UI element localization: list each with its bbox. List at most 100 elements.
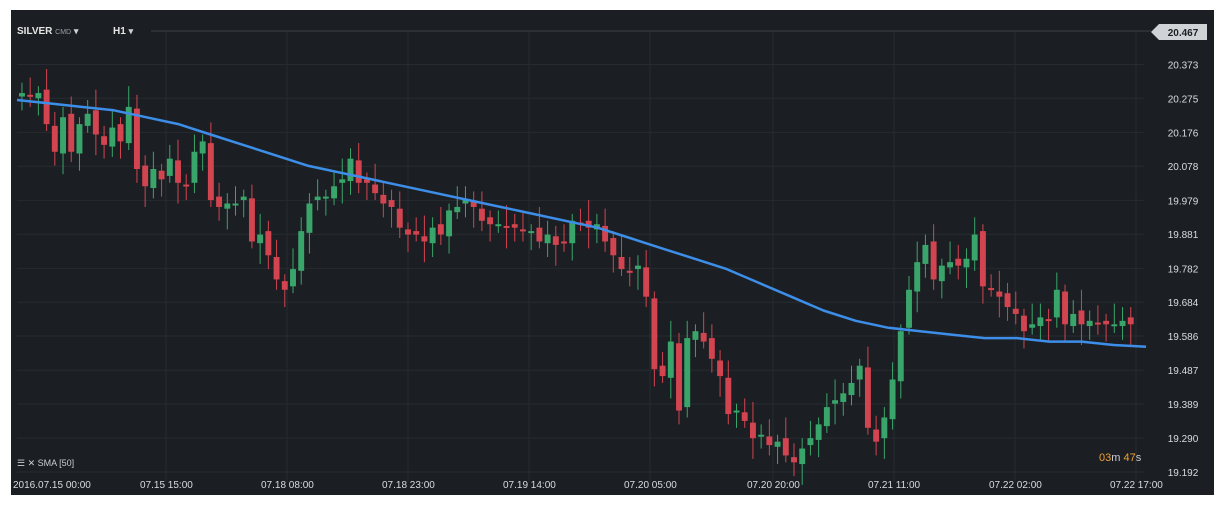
x-tick-label: 07.19 14:00 [503,480,556,491]
y-tick-label: 19.389 [1168,400,1199,411]
candle-body [175,160,181,183]
candle-body [758,434,765,437]
candle-body [454,206,461,213]
candlesticks [19,68,1134,485]
y-tick-label: 19.684 [1168,298,1199,309]
x-tick-label: 07.18 23:00 [382,480,435,491]
candle-body [848,382,855,396]
candle-body [248,198,255,242]
y-tick-label: 19.782 [1168,264,1199,275]
candle-body [372,184,379,194]
candle-body [823,407,830,427]
x-tick-label: 07.18 08:00 [261,480,314,491]
candle-body [125,106,132,144]
price-chart[interactable]: 20.467 20.373 20.275 20.176 20.078 19.979 19.8… [11,10,1214,495]
candle-body [938,265,945,282]
time-axis: 2016.07.15 00:00 07.15 15:00 07.18 08:00 07… [13,480,1163,491]
candle-body [273,257,280,280]
timeframe-value: H1 [113,26,126,37]
candle-body [922,244,929,264]
candle-body [634,265,641,270]
candle-body [429,227,436,244]
candle-body [947,262,954,268]
candle-body [1021,315,1027,332]
candle-body [561,241,567,244]
candle-body [626,270,633,273]
candle-body [1004,293,1011,308]
candle-body [35,93,42,99]
candle-body [347,158,354,182]
candle-body [815,424,822,440]
candle-body [725,377,732,415]
candle-body [873,429,880,442]
candle-body [1103,320,1110,325]
candle-body [1012,308,1019,314]
y-tick-label: 19.979 [1168,196,1199,207]
indicator-name: SMA [50] [37,458,75,468]
candle-body [1119,320,1126,327]
candle-body [166,158,173,176]
candle-body [388,200,395,207]
candle-body [133,108,140,170]
chevron-down-icon[interactable]: ▾ [73,26,79,36]
candle-body [1127,317,1134,325]
candle-body [552,236,559,245]
close-icon[interactable]: ✕ [27,458,36,468]
timeframe-selector[interactable]: H1 ▾ [113,26,133,37]
candle-body [495,224,502,227]
candle-body [437,224,444,235]
timer-seconds-unit: s [1135,452,1142,464]
indicator-menu-icon[interactable]: ☰ [17,458,26,468]
x-tick-label: 2016.07.15 00:00 [13,480,91,491]
candle-body [733,410,740,413]
x-tick-label: 07.21 11:00 [868,480,921,491]
candle-body [150,169,157,188]
candle-body [257,234,264,244]
candle-body [92,110,99,135]
x-tick-label: 07.20 20:00 [747,480,800,491]
indicator-label[interactable]: ☰ ✕ SMA [50] [17,458,74,469]
candle-body [306,203,313,233]
candle-body [585,220,592,228]
candle-body [265,231,272,256]
timer-minutes-unit: m [1111,452,1121,464]
candle-body [240,196,247,201]
y-tick-label: 19.487 [1168,366,1199,377]
candle-body [569,220,576,244]
candle-body [840,393,847,402]
candle-body [117,124,124,142]
candle-body [643,267,650,297]
candle-body [1053,289,1060,318]
candle-body [109,127,116,147]
candle-body [183,184,190,187]
candle-body [462,200,469,204]
candle-body [749,422,756,439]
candle-body [290,269,296,287]
symbol-label[interactable]: SILVER CMD ▾ [17,26,78,37]
candle-body [355,160,362,183]
candle-body [544,234,551,244]
chevron-down-icon[interactable]: ▾ [128,26,134,36]
candle-body [51,125,58,152]
candle-body [881,417,888,439]
candle-body [700,332,707,342]
candle-body [610,238,617,256]
y-tick-label: 19.881 [1168,230,1199,241]
candle-body [1029,324,1036,328]
chart-frame: 20.467 20.373 20.275 20.176 20.078 19.979 19.8… [11,10,1214,495]
x-tick-label: 07.22 02:00 [989,480,1042,491]
candle-body [331,186,338,199]
candle-body [207,143,214,201]
candle-body [996,291,1003,297]
candle-body [322,196,329,199]
candle-body [667,341,674,378]
candle-body [979,231,986,287]
candle-body [676,343,682,411]
candle-body [68,113,75,152]
candle-body [906,289,912,328]
y-tick-label: 19.290 [1168,434,1199,445]
candle-body [774,441,781,447]
candle-body [955,258,962,266]
candle-body [1070,313,1077,327]
